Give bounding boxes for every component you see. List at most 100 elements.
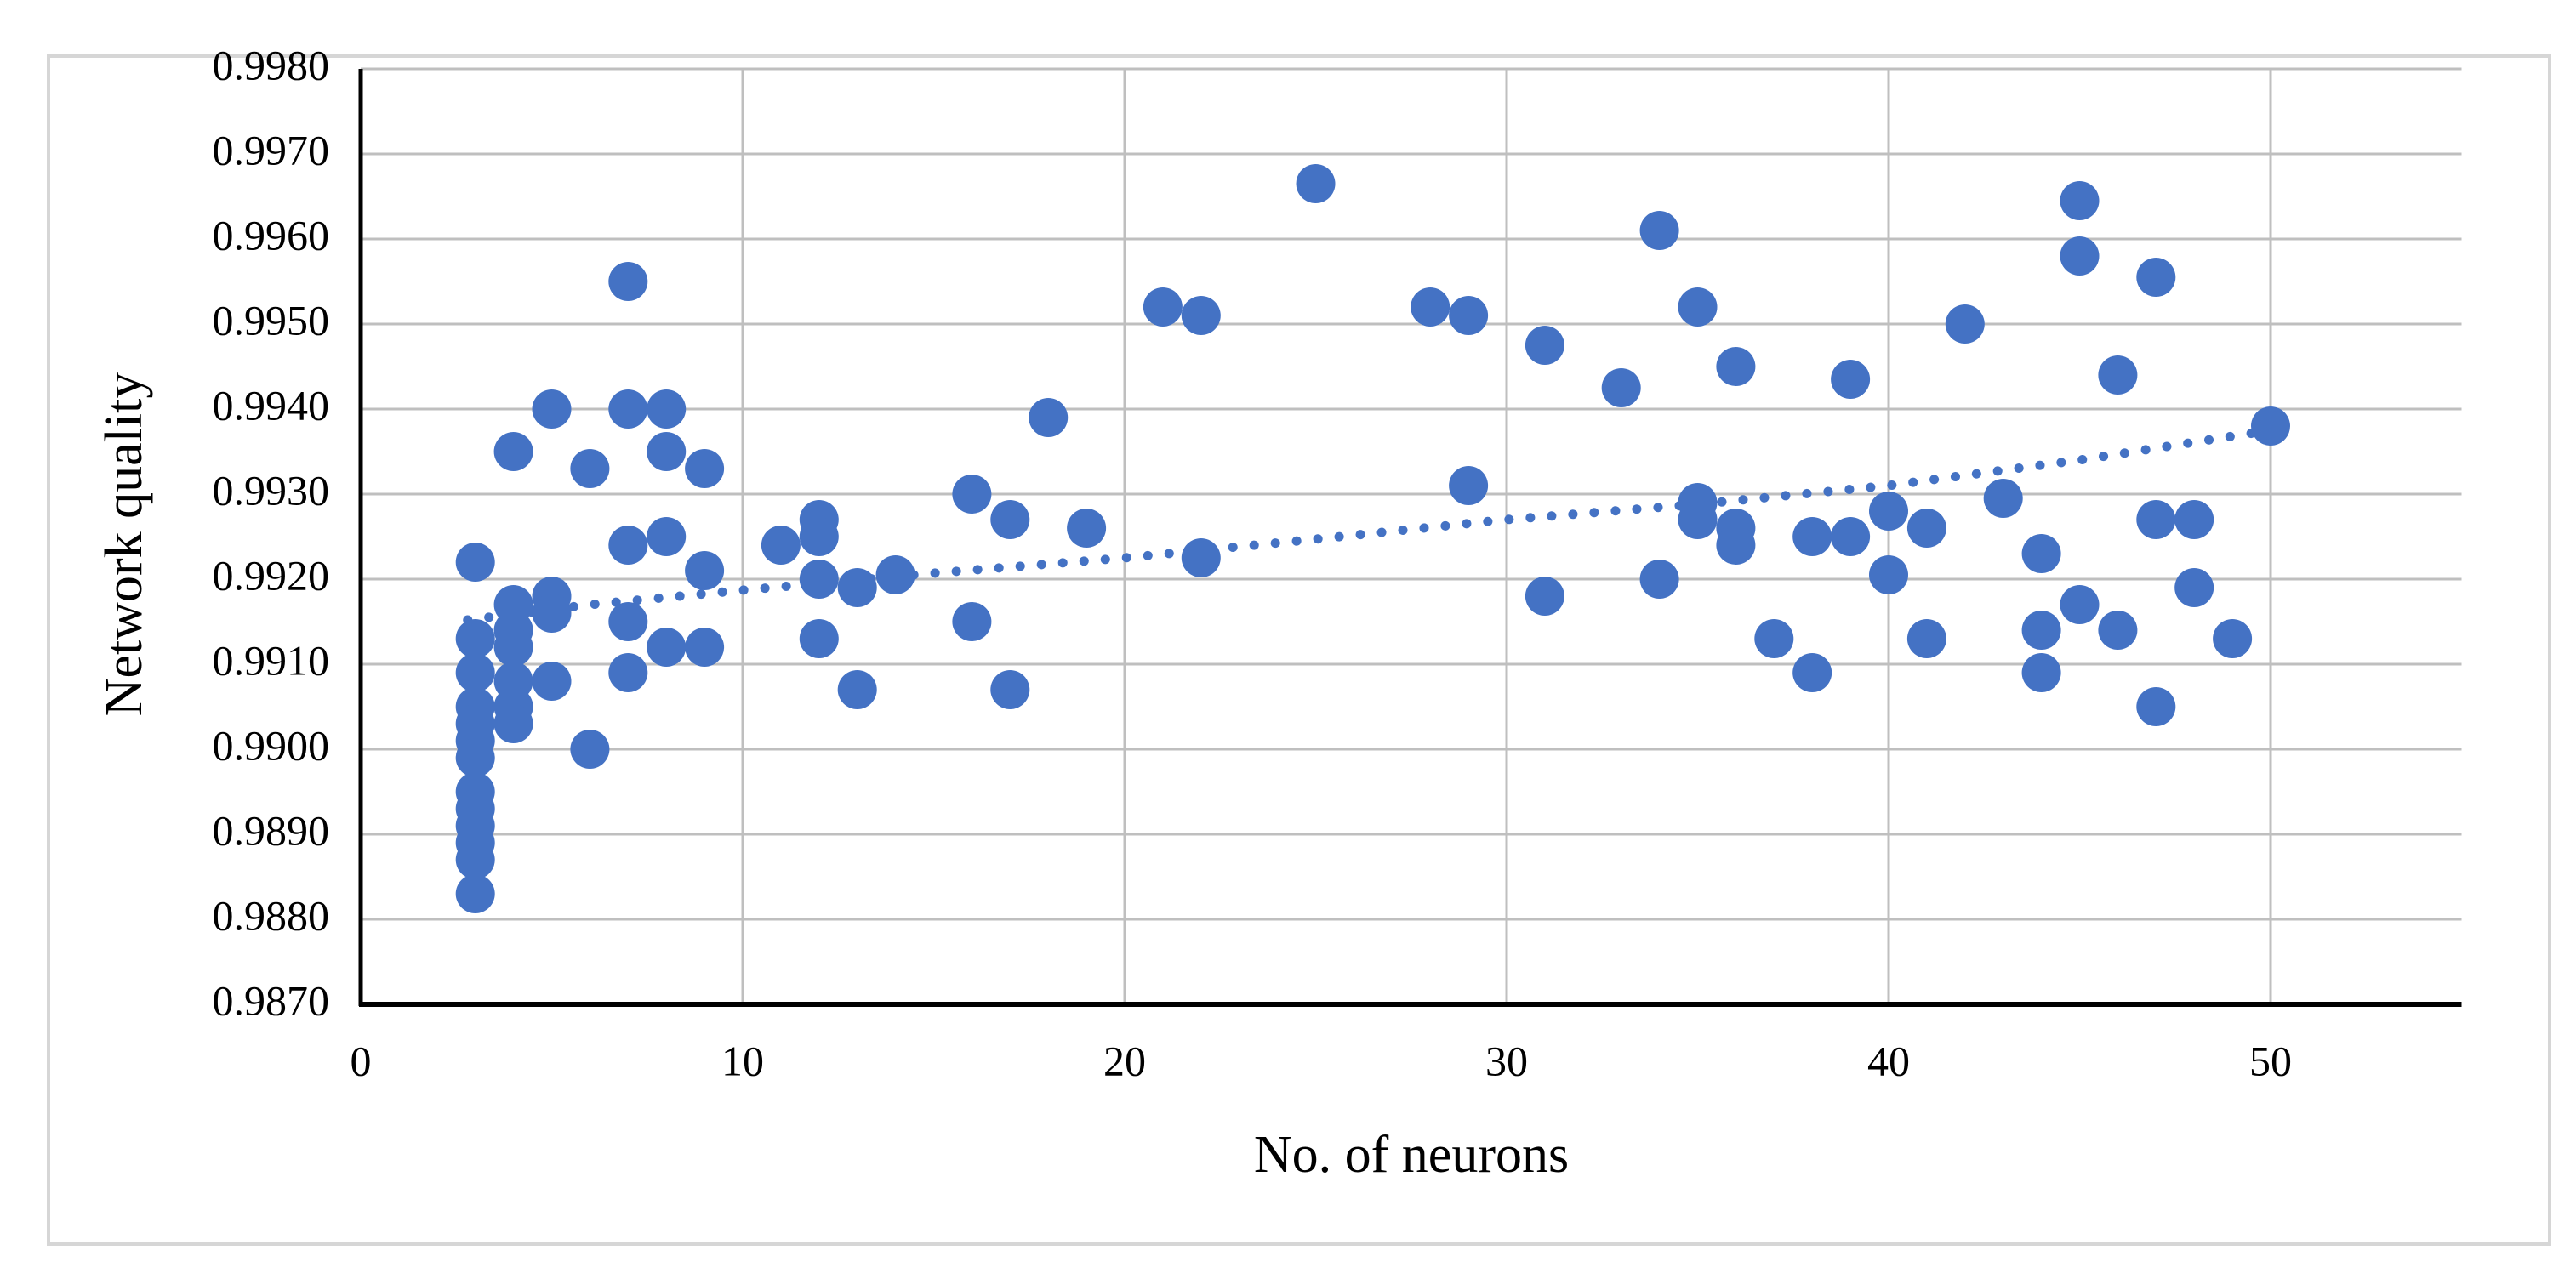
data-point: [1143, 287, 1183, 327]
data-point: [799, 517, 839, 556]
data-point: [952, 475, 992, 514]
y-tick-label: 0.9970: [213, 126, 330, 173]
data-point: [455, 840, 495, 879]
gridlines: [361, 67, 2462, 1004]
data-point: [493, 432, 533, 471]
data-point: [2136, 258, 2176, 297]
data-point: [990, 670, 1030, 709]
data-point: [2136, 500, 2176, 539]
axes: [358, 69, 2462, 1007]
data-point: [685, 449, 725, 488]
data-point: [837, 568, 877, 607]
data-point: [647, 628, 687, 667]
data-point: [608, 389, 648, 429]
data-point: [1181, 296, 1221, 335]
y-axis-title: Network quality: [95, 372, 153, 717]
data-point: [455, 874, 495, 913]
data-point: [1678, 287, 1718, 327]
data-point: [2021, 611, 2061, 650]
data-point: [1449, 466, 1489, 505]
figure-border: [47, 54, 2551, 1246]
data-point: [1792, 517, 1832, 556]
x-tick-label: 10: [721, 1037, 764, 1084]
data-point: [2174, 568, 2214, 607]
y-tick-label: 0.9890: [213, 806, 330, 854]
data-point: [837, 670, 877, 709]
data-point: [1983, 479, 2023, 518]
data-point: [1639, 211, 1679, 250]
data-point: [1831, 517, 1871, 556]
data-point: [2021, 653, 2061, 692]
data-point: [1411, 287, 1450, 327]
y-tick-label: 0.9870: [213, 976, 330, 1024]
data-point: [685, 551, 725, 590]
data-point: [493, 704, 533, 743]
data-point: [647, 517, 687, 556]
data-point: [2098, 611, 2138, 650]
data-point: [532, 594, 572, 633]
data-point: [990, 500, 1030, 539]
data-point: [2213, 619, 2253, 658]
data-point: [647, 432, 687, 471]
data-point: [875, 555, 915, 594]
data-point: [1792, 653, 1832, 692]
y-tick-label: 0.9920: [213, 551, 330, 599]
data-point: [685, 628, 725, 667]
data-point: [1181, 538, 1221, 577]
data-point: [1449, 296, 1489, 335]
y-tick-label: 0.9940: [213, 381, 330, 429]
x-tick-label: 20: [1103, 1037, 1146, 1084]
data-point: [1525, 577, 1564, 616]
data-point: [1067, 509, 1107, 548]
data-point: [2060, 181, 2100, 220]
data-point: [2098, 355, 2138, 395]
data-point: [1945, 304, 1985, 344]
data-point: [2136, 687, 2176, 726]
data-point: [1029, 398, 1069, 437]
trendline-layer: [463, 425, 2276, 625]
x-tick-label: 50: [2249, 1037, 2292, 1084]
data-point: [2021, 534, 2061, 573]
x-tick-label: 30: [1485, 1037, 1528, 1084]
data-point: [1716, 526, 1756, 565]
data-point: [570, 449, 610, 488]
data-point: [1525, 326, 1564, 365]
data-point: [532, 662, 572, 701]
data-point: [570, 730, 610, 769]
data-point: [799, 619, 839, 658]
tick-labels-layer: 0.9980 0.9970 0.9960 0.9950 0.9940 0.9930 0.99…: [213, 41, 2293, 1084]
data-point: [493, 628, 533, 667]
data-point: [2174, 500, 2214, 539]
y-tick-label: 0.9960: [213, 211, 330, 259]
data-points-layer: [455, 164, 2290, 913]
data-point: [1906, 619, 1946, 658]
y-tick-label: 0.9910: [213, 636, 330, 684]
data-point: [608, 262, 648, 301]
data-point: [608, 526, 648, 565]
data-point: [952, 602, 992, 641]
trendline: [463, 425, 2276, 625]
data-point: [2251, 406, 2290, 446]
data-point: [455, 738, 495, 777]
data-point: [455, 653, 495, 692]
data-point: [1869, 492, 1908, 531]
data-point: [532, 389, 572, 429]
data-point: [608, 602, 648, 641]
y-tick-label: 0.9900: [213, 721, 330, 769]
data-point: [2060, 236, 2100, 276]
y-tick-label: 0.9980: [213, 41, 330, 88]
data-point: [1716, 347, 1756, 386]
data-point: [647, 389, 687, 429]
data-point: [1639, 560, 1679, 599]
data-point: [2060, 585, 2100, 624]
data-point: [1296, 164, 1336, 203]
y-tick-label: 0.9950: [213, 296, 330, 344]
y-tick-label: 0.9930: [213, 466, 330, 514]
data-point: [608, 653, 648, 692]
data-point: [1831, 360, 1871, 399]
data-point: [1601, 368, 1641, 407]
data-point: [1869, 555, 1908, 594]
y-tick-label: 0.9880: [213, 891, 330, 939]
